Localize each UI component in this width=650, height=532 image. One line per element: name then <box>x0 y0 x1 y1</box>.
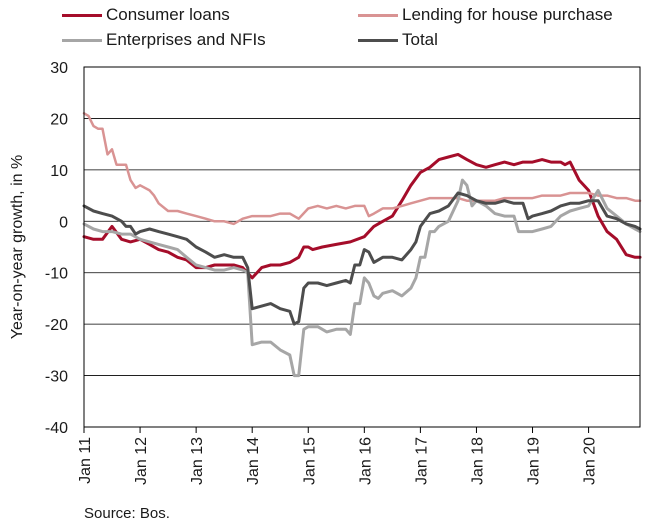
x-tick-label: Jan 17 <box>413 437 430 485</box>
y-axis-label: Year-on-year growth, in % <box>9 155 26 339</box>
x-tick-label: Jan 18 <box>469 437 486 485</box>
series-line-enterprises-and-nfis <box>82 178 642 378</box>
x-tick-label: Jan 13 <box>189 437 206 485</box>
y-axis-tick-labels: 30 20 10 0 -10 -20 -30 -40 <box>45 60 68 437</box>
legend-item: Consumer loans <box>62 5 230 25</box>
legend-item: Total <box>358 30 438 50</box>
y-tick-label: 0 <box>59 214 68 231</box>
legend-swatch <box>62 13 102 17</box>
x-tick-label: Jan 16 <box>357 437 374 485</box>
x-tick-label: Jan 14 <box>245 437 262 485</box>
series-line-consumer-loans <box>82 152 642 280</box>
legend-swatch <box>62 38 102 42</box>
legend-label: Consumer loans <box>106 5 230 24</box>
gridlines <box>84 66 640 428</box>
legend-label: Total <box>402 30 438 49</box>
y-tick-label: 10 <box>50 163 68 180</box>
series-line-total <box>82 191 642 326</box>
y-tick-label: 30 <box>50 60 68 77</box>
legend-item: Lending for house purchase <box>358 5 613 25</box>
x-tick-label: Jan 19 <box>526 437 543 485</box>
legend-label: Lending for house purchase <box>402 5 613 24</box>
y-tick-label: -30 <box>45 369 68 386</box>
x-tick-label: Jan 20 <box>582 437 599 485</box>
y-tick-label: -10 <box>45 266 68 283</box>
x-tick-label: Jan 15 <box>301 437 318 485</box>
legend-swatch <box>358 38 398 42</box>
legend-swatch <box>358 13 398 17</box>
series-line-lending-for-house-purchase <box>82 112 642 226</box>
x-tick-label: Jan 11 <box>77 437 94 484</box>
plot-area-frame <box>83 66 641 428</box>
y-tick-label: 20 <box>50 111 68 128</box>
x-axis-tick-labels: Jan 11 Jan 12 Jan 13 Jan 14 Jan 15 Jan 16 Jan … <box>77 427 599 485</box>
legend-label: Enterprises and NFIs <box>106 30 266 49</box>
source-note: Source: Bos. <box>84 505 170 522</box>
y-tick-label: -20 <box>45 317 68 334</box>
x-tick-label: Jan 12 <box>133 437 150 485</box>
series-lines <box>82 112 642 378</box>
y-tick-label: -40 <box>45 420 68 437</box>
legend-item: Enterprises and NFIs <box>62 30 266 50</box>
